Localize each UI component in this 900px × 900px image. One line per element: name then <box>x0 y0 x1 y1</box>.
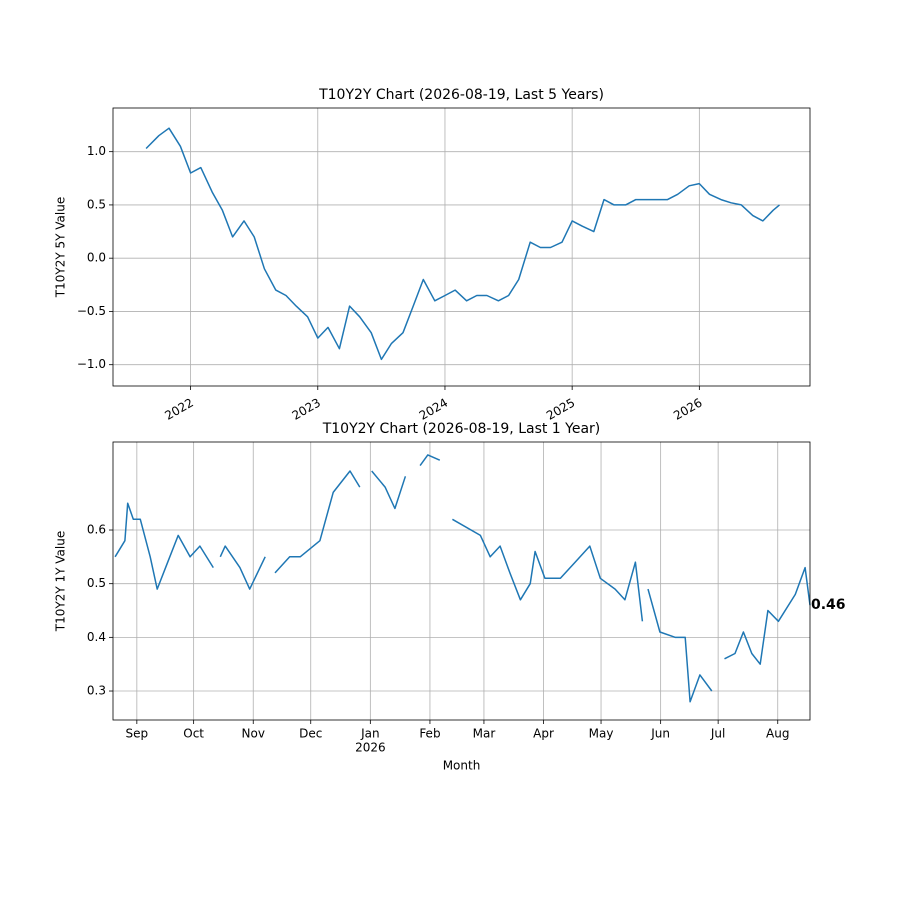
x-tick-label: 2025 <box>544 396 577 423</box>
last-value-label: 0.46 <box>811 597 846 613</box>
y-tick-label: 0.4 <box>87 630 106 644</box>
chart-title: T10Y2Y Chart (2026-08-19, Last 1 Year) <box>322 421 601 437</box>
y-tick-label: 1.0 <box>87 144 106 158</box>
x-tick-label: Apr <box>533 727 554 741</box>
x-tick-label: Aug <box>766 727 789 741</box>
x-tick-label: Feb <box>419 727 440 741</box>
x-tick-label: 2024 <box>417 396 450 423</box>
y-tick-label: 0.3 <box>87 684 106 698</box>
x-tick-label: Nov <box>242 727 265 741</box>
y-tick-label: −1.0 <box>77 357 106 371</box>
y-axis-label: T10Y2Y 5Y Value <box>54 197 68 298</box>
x-tick-label: Jun <box>650 727 670 741</box>
data-line <box>114 454 811 703</box>
x-axis-label: Month <box>443 759 481 773</box>
chart-title: T10Y2Y Chart (2026-08-19, Last 5 Years) <box>318 87 604 103</box>
x-tick-label: Sep <box>126 727 149 741</box>
x-tick-label: Mar <box>473 727 496 741</box>
axes-frame <box>112 107 811 387</box>
x-tick-label: Jan <box>360 727 380 741</box>
y-tick-label: −0.5 <box>77 304 106 318</box>
y-tick-label: 0.5 <box>87 197 106 211</box>
data-line <box>145 127 780 361</box>
x-tick-label: 2026 <box>671 396 704 423</box>
y-tick-label: 0.0 <box>87 251 106 265</box>
x-tick-label: Dec <box>299 727 322 741</box>
axes-frame <box>112 441 811 721</box>
x-tick-label: 2023 <box>290 396 323 423</box>
x-year-label: 2026 <box>355 741 386 755</box>
x-tick-label: Oct <box>183 727 204 741</box>
y-tick-label: 0.5 <box>87 576 106 590</box>
y-axis-label: T10Y2Y 1Y Value <box>54 531 68 632</box>
x-tick-label: Jul <box>710 727 725 741</box>
y-tick-label: 0.6 <box>87 523 106 537</box>
x-tick-label: 2022 <box>162 396 195 423</box>
x-tick-label: May <box>589 727 614 741</box>
